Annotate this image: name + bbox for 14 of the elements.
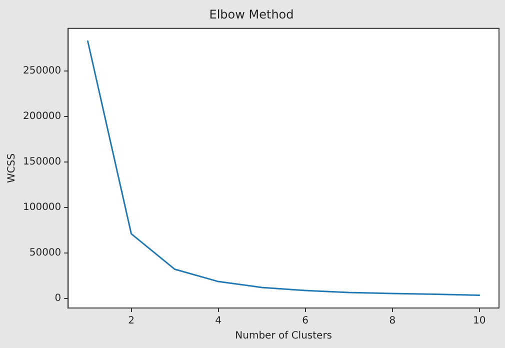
- x-axis-title: Number of Clusters: [235, 330, 332, 342]
- x-tick-label: 8: [389, 316, 396, 327]
- x-tick-label: 6: [302, 316, 309, 327]
- y-tick-label: 0: [54, 292, 62, 304]
- chart-title: Elbow Method: [209, 7, 294, 22]
- y-tick-label: 50000: [29, 248, 62, 259]
- x-tick-label: 10: [473, 316, 486, 327]
- y-tick-label: 150000: [22, 156, 62, 168]
- y-tick-label: 100000: [22, 202, 62, 214]
- y-tick-label: 200000: [22, 111, 62, 122]
- x-tick-label: 2: [128, 316, 134, 327]
- y-tick-label: 250000: [22, 66, 62, 77]
- y-axis-title: WCSS: [6, 153, 18, 183]
- x-tick-label: 4: [215, 316, 222, 327]
